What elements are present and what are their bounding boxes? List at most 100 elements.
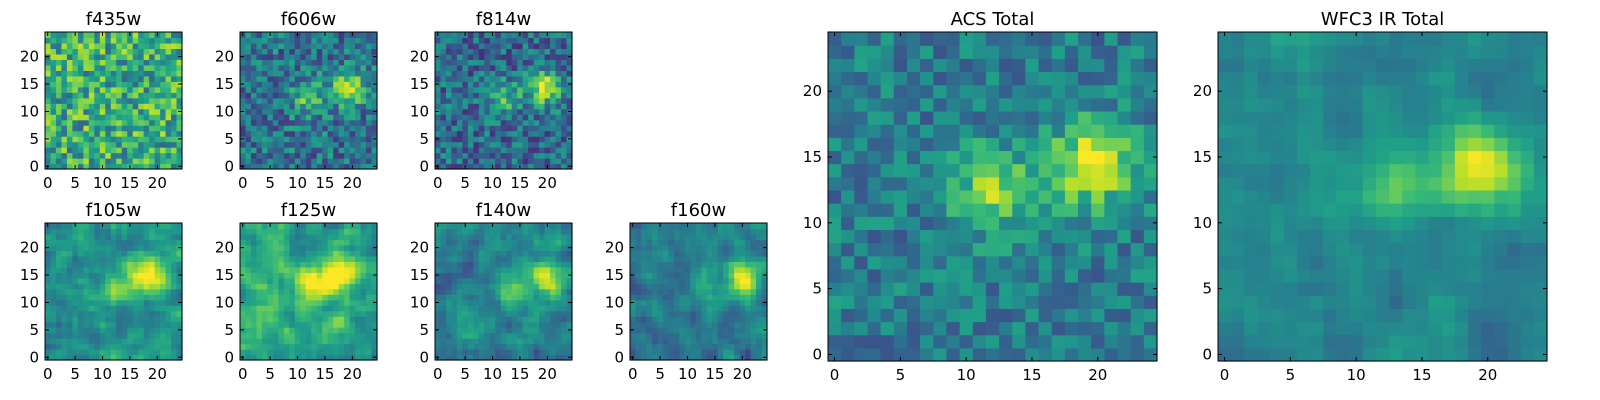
heatmap-cell bbox=[250, 37, 258, 44]
heatmap-cell bbox=[355, 59, 362, 66]
heatmap-cell bbox=[240, 294, 247, 301]
heatmap-cell bbox=[149, 75, 156, 82]
heatmap-cell bbox=[456, 250, 463, 257]
heatmap-cell bbox=[544, 299, 551, 306]
heatmap-cell bbox=[55, 86, 63, 93]
heatmap-cell bbox=[283, 228, 290, 235]
heatmap-cell bbox=[544, 228, 551, 235]
heatmap-cell bbox=[561, 299, 568, 306]
heatmap-cell bbox=[121, 103, 128, 110]
heatmap-cell bbox=[45, 305, 52, 312]
heatmap-cell bbox=[121, 228, 128, 235]
heatmap-cell bbox=[646, 349, 653, 356]
heatmap-cell bbox=[539, 158, 546, 165]
heatmap-cell bbox=[500, 244, 507, 251]
heatmap-cell bbox=[245, 228, 252, 235]
heatmap-cell bbox=[566, 283, 573, 290]
heatmap-cell bbox=[322, 299, 329, 306]
heatmap-cell bbox=[149, 92, 156, 99]
heatmap-cell bbox=[728, 261, 735, 268]
heatmap-cell bbox=[338, 277, 345, 284]
heatmap-cell bbox=[333, 288, 340, 295]
heatmap-cell bbox=[45, 70, 52, 77]
heatmap-cell bbox=[366, 332, 373, 339]
heatmap-cell bbox=[176, 42, 183, 50]
heatmap-cell bbox=[533, 244, 540, 251]
heatmap-cell bbox=[300, 305, 307, 312]
heatmap-cell bbox=[45, 92, 52, 99]
heatmap-cell bbox=[673, 266, 680, 273]
heatmap-cell bbox=[240, 255, 247, 262]
heatmap-cell bbox=[635, 349, 642, 356]
heatmap-cell bbox=[999, 216, 1013, 230]
heatmap-cell bbox=[462, 114, 469, 121]
heatmap-cell bbox=[261, 103, 268, 110]
heatmap-cell bbox=[105, 103, 112, 110]
heatmap-cell bbox=[105, 321, 112, 328]
heatmap-cell bbox=[267, 141, 274, 148]
heatmap-cell bbox=[127, 152, 134, 159]
axes-frame bbox=[629, 222, 768, 361]
heatmap-cell bbox=[72, 42, 79, 50]
heatmap-cell bbox=[132, 32, 139, 39]
heatmap-cell bbox=[165, 266, 172, 273]
heatmap-cell bbox=[946, 203, 961, 217]
heatmap-cell bbox=[511, 114, 518, 121]
heatmap-cell bbox=[256, 136, 263, 143]
heatmap-cell bbox=[761, 228, 768, 235]
heatmap-cell bbox=[300, 152, 307, 159]
heatmap-cell bbox=[999, 308, 1013, 323]
heatmap-cell bbox=[245, 316, 252, 323]
heatmap-cell bbox=[250, 299, 258, 306]
heatmap-cell bbox=[522, 343, 529, 350]
heatmap-cell bbox=[267, 349, 274, 356]
heatmap-cell bbox=[45, 288, 52, 295]
heatmap-cell bbox=[245, 305, 252, 312]
heatmap-cell bbox=[322, 266, 329, 273]
heatmap-cell bbox=[539, 97, 546, 104]
heatmap-cell bbox=[467, 250, 474, 257]
heatmap-cell bbox=[77, 310, 84, 317]
heatmap-cell bbox=[105, 48, 112, 55]
heatmap-cell bbox=[127, 288, 134, 295]
y-tick-label: 10 bbox=[410, 293, 429, 311]
heatmap-cell bbox=[933, 282, 948, 296]
heatmap-cell bbox=[728, 316, 735, 323]
heatmap-cell bbox=[55, 321, 63, 328]
heatmap-cell bbox=[338, 97, 345, 104]
heatmap-cell bbox=[739, 321, 746, 328]
heatmap-cell bbox=[673, 261, 680, 268]
heatmap-cell bbox=[745, 316, 752, 323]
heatmap-cell bbox=[555, 316, 562, 323]
heatmap-cell bbox=[679, 255, 686, 262]
heatmap-cell bbox=[1064, 321, 1079, 336]
heatmap-cell bbox=[435, 64, 442, 71]
heatmap-cell bbox=[555, 147, 562, 154]
heatmap-cell bbox=[138, 42, 145, 50]
heatmap-cell bbox=[132, 64, 139, 71]
heatmap-cell bbox=[160, 81, 167, 88]
heatmap-cell bbox=[116, 332, 123, 339]
heatmap-cell bbox=[630, 277, 637, 284]
heatmap-cell bbox=[640, 338, 648, 345]
heatmap-cell bbox=[690, 294, 697, 301]
heatmap-cell bbox=[489, 64, 496, 71]
heatmap-cell bbox=[462, 338, 469, 345]
heatmap-cell bbox=[110, 37, 117, 44]
heatmap-cell bbox=[456, 338, 463, 345]
heatmap-cell bbox=[154, 343, 161, 350]
heatmap-cell bbox=[267, 305, 274, 312]
heatmap-cell bbox=[511, 42, 518, 50]
heatmap-cell bbox=[94, 37, 101, 44]
heatmap-cell bbox=[283, 277, 290, 284]
heatmap-cell bbox=[267, 158, 274, 165]
heatmap-cell bbox=[311, 272, 318, 279]
heatmap-cell bbox=[240, 103, 247, 110]
heatmap-cell bbox=[327, 81, 334, 88]
heatmap-cell bbox=[311, 125, 318, 132]
heatmap-cell bbox=[451, 299, 458, 306]
heatmap-cell bbox=[456, 103, 463, 110]
heatmap-cell bbox=[88, 338, 95, 345]
heatmap-cell bbox=[1051, 282, 1066, 296]
heatmap-cell bbox=[646, 239, 653, 246]
